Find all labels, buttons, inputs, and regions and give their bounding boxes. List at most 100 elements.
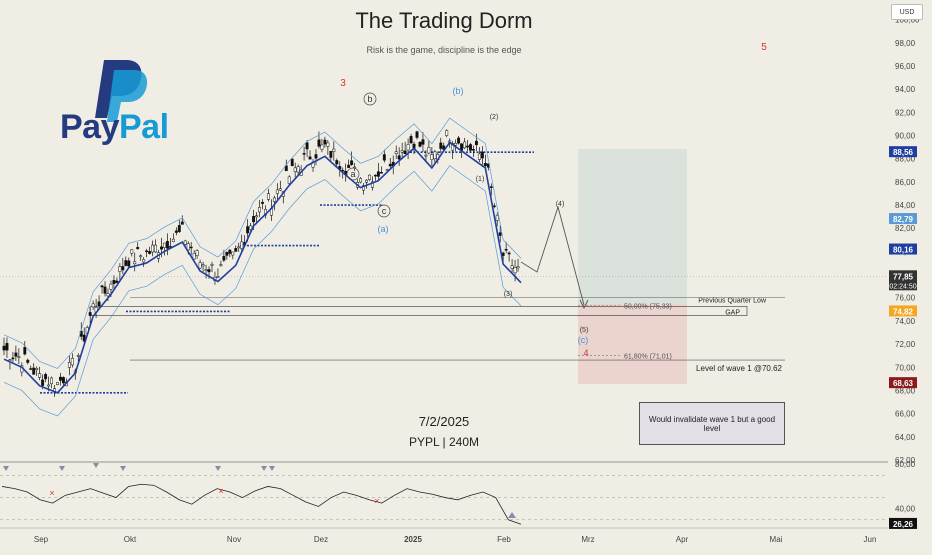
candle-body [430,154,434,160]
candle-body [2,345,6,351]
candle-body [308,156,312,160]
x-tick-label: Mrz [581,535,594,544]
candle-body [480,151,484,159]
candle-body [183,240,187,245]
x-tick-label: Okt [124,535,137,544]
divergence-triangle-icon [508,512,516,518]
x-tick-label: Feb [497,535,511,544]
candle-body [76,355,80,357]
candle-body [61,377,65,384]
y-tick-label: 82,00 [895,224,916,233]
divergence-triangle-icon [261,466,267,471]
price-label-bg [889,146,917,158]
oscillator-value-bg [889,517,917,529]
candle-body [329,150,333,158]
candle-body [406,144,410,151]
candle-body [231,251,235,256]
candle-body [492,205,496,208]
candle-body [174,230,178,233]
candle-body [103,286,107,294]
candle-body [454,142,458,146]
candle-body [504,248,508,251]
candle-body [44,374,48,380]
price-label-bg [889,213,917,225]
vwap-line [3,141,522,394]
candle-body [498,232,502,236]
candle-body [171,238,175,242]
y-tick-label: 76,00 [895,294,916,303]
candle-body [207,269,211,273]
candle-body [177,225,181,232]
candle-body [332,148,336,152]
candle-body [513,267,517,274]
candle-body [234,248,238,252]
price-label-bg [889,377,917,389]
prev-quarter-low-label: Previous Quarter Low [698,298,767,305]
wave-label: 5 [761,42,767,53]
note-box[interactable]: Would invalidate wave 1 but a good level [639,402,785,445]
candle-body [97,301,101,307]
candle-body [56,382,59,385]
candle-body [255,215,259,218]
candle-body [516,266,520,269]
candle-body [439,142,443,149]
candle-body [225,252,229,256]
candle-body [305,142,309,150]
logo-part2: Pal [119,108,169,146]
candle-body [394,151,398,155]
candle-body [109,283,113,290]
candle-body [368,174,371,180]
candle-body [50,377,53,385]
divergence-triangle-icon [269,466,275,471]
candle-body [382,154,386,161]
candle-body [272,197,276,202]
candle-body [189,246,193,249]
candle-body [216,276,220,278]
price-label-sub: 02:24:50 [889,283,916,290]
wave-label-circle [363,92,377,106]
candle-body [365,179,368,183]
candle-body [106,293,110,297]
y-tick-label: 72,00 [895,340,916,349]
wave-label: 3 [340,78,346,89]
divergence-triangle-icon [3,466,9,471]
candle-body [38,373,42,378]
x-tick-label: Nov [227,535,241,544]
price-label: 88,56 [893,148,914,157]
currency-button[interactable]: USD [891,4,923,20]
oscillator-y-tick: 80,00 [895,460,916,469]
oscillator-y-tick: 40,00 [895,505,916,514]
divergence-x-icon: × [374,496,379,506]
x-tick-label: 2025 [404,535,422,544]
y-tick-label: 66,00 [895,410,916,419]
candle-body [326,142,330,147]
candle-body [115,280,119,283]
wave-label: (5) [580,327,589,334]
candle-body [148,251,152,254]
x-tick-label: Mai [770,535,783,544]
x-tick-label: Jun [864,535,877,544]
candle-body [118,266,122,272]
candle-body [67,361,71,368]
candle-body [100,285,104,288]
candle-body [162,242,166,248]
wave-label: b [367,94,372,104]
lower-band-line [3,165,522,417]
candle-body [204,269,208,271]
candle-body [112,280,116,284]
x-tick-label: Dez [314,535,328,544]
candle-body [397,155,401,160]
candle-body [160,246,163,250]
candle-body [445,130,449,136]
candle-body [388,163,392,167]
price-label-bg [889,243,917,255]
candle-body [5,343,9,351]
candle-body [29,368,33,370]
y-tick-label: 90,00 [895,131,916,140]
candle-body [507,252,511,255]
wave-label: c [382,206,387,216]
candle-body [252,216,256,223]
candle-body [433,151,437,159]
